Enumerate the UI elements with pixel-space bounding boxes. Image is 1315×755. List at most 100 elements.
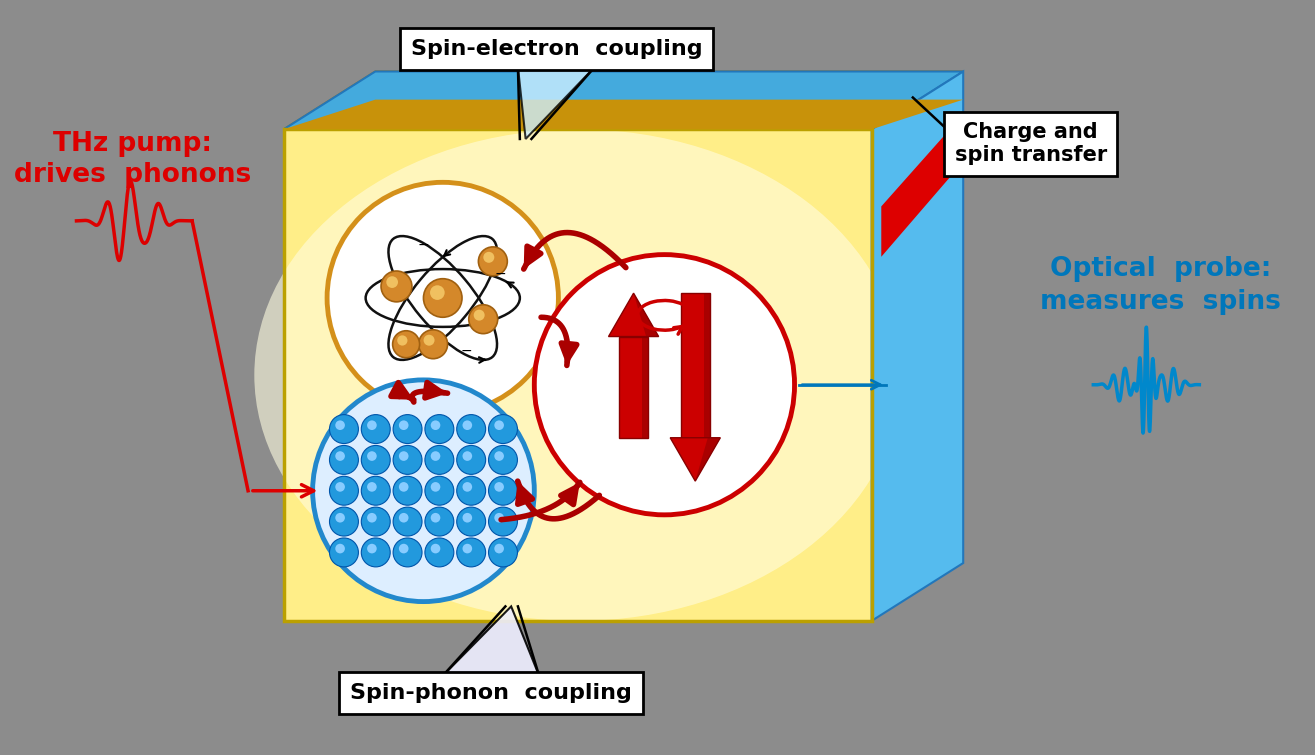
Circle shape — [425, 507, 454, 536]
Polygon shape — [634, 293, 659, 337]
Circle shape — [393, 538, 422, 567]
Circle shape — [456, 476, 485, 505]
Circle shape — [473, 310, 485, 321]
Circle shape — [338, 516, 355, 534]
Circle shape — [327, 182, 559, 414]
Circle shape — [425, 538, 454, 567]
Circle shape — [466, 516, 483, 534]
Circle shape — [398, 451, 409, 461]
Circle shape — [434, 516, 451, 534]
Text: Charge and
spin transfer: Charge and spin transfer — [955, 122, 1107, 165]
Polygon shape — [284, 100, 963, 129]
Polygon shape — [284, 72, 963, 129]
Text: −: − — [462, 344, 472, 358]
Polygon shape — [518, 66, 594, 139]
Circle shape — [489, 476, 517, 505]
Circle shape — [430, 285, 444, 300]
Circle shape — [338, 424, 355, 442]
Circle shape — [463, 544, 472, 553]
Circle shape — [497, 516, 514, 534]
Circle shape — [497, 547, 514, 565]
Circle shape — [370, 516, 388, 534]
Circle shape — [362, 538, 391, 567]
Circle shape — [402, 424, 419, 442]
Circle shape — [484, 252, 494, 263]
Circle shape — [338, 486, 355, 504]
Circle shape — [367, 513, 376, 522]
Circle shape — [466, 455, 483, 473]
Text: Optical  probe:: Optical probe: — [1051, 256, 1272, 282]
Text: Spin-phonon  coupling: Spin-phonon coupling — [350, 683, 633, 703]
Circle shape — [335, 421, 345, 430]
Circle shape — [402, 547, 419, 565]
Circle shape — [370, 455, 388, 473]
Circle shape — [402, 516, 419, 534]
Circle shape — [489, 414, 517, 443]
Circle shape — [463, 513, 472, 522]
Circle shape — [362, 445, 391, 474]
Circle shape — [497, 424, 514, 442]
Circle shape — [367, 451, 376, 461]
Circle shape — [425, 476, 454, 505]
Circle shape — [497, 455, 514, 473]
Circle shape — [466, 424, 483, 442]
Circle shape — [463, 482, 472, 492]
Circle shape — [479, 247, 508, 276]
Circle shape — [489, 538, 517, 567]
Circle shape — [456, 414, 485, 443]
Circle shape — [434, 547, 451, 565]
Circle shape — [425, 414, 454, 443]
Circle shape — [418, 330, 447, 359]
Text: measures  spins: measures spins — [1040, 289, 1281, 315]
Polygon shape — [696, 438, 721, 481]
Circle shape — [381, 271, 412, 302]
Circle shape — [534, 254, 794, 515]
Polygon shape — [872, 72, 963, 621]
Polygon shape — [671, 438, 721, 481]
Circle shape — [431, 544, 441, 553]
Circle shape — [393, 414, 422, 443]
Circle shape — [398, 513, 409, 522]
Circle shape — [393, 331, 419, 358]
Circle shape — [489, 445, 517, 474]
Circle shape — [466, 486, 483, 504]
Circle shape — [330, 507, 359, 536]
Circle shape — [456, 538, 485, 567]
Circle shape — [393, 445, 422, 474]
Circle shape — [393, 476, 422, 505]
Circle shape — [466, 547, 483, 565]
Text: −: − — [418, 238, 429, 252]
Circle shape — [313, 380, 534, 602]
Text: Spin-electron  coupling: Spin-electron coupling — [410, 39, 702, 60]
Circle shape — [431, 421, 441, 430]
Circle shape — [434, 424, 451, 442]
Circle shape — [431, 482, 441, 492]
Text: drives  phonons: drives phonons — [13, 162, 251, 187]
Circle shape — [434, 486, 451, 504]
Circle shape — [463, 451, 472, 461]
Circle shape — [362, 507, 391, 536]
Circle shape — [398, 544, 409, 553]
Circle shape — [402, 455, 419, 473]
Polygon shape — [284, 129, 872, 621]
Circle shape — [398, 421, 409, 430]
Circle shape — [497, 486, 514, 504]
Circle shape — [367, 421, 376, 430]
Circle shape — [370, 486, 388, 504]
Circle shape — [456, 507, 485, 536]
Circle shape — [431, 451, 441, 461]
Text: −: − — [494, 267, 506, 281]
Circle shape — [402, 486, 419, 504]
Circle shape — [335, 482, 345, 492]
Circle shape — [330, 476, 359, 505]
Circle shape — [367, 544, 376, 553]
Ellipse shape — [254, 129, 901, 621]
Polygon shape — [681, 293, 710, 438]
Text: THz pump:: THz pump: — [53, 131, 212, 157]
Circle shape — [330, 538, 359, 567]
Circle shape — [335, 451, 345, 461]
Circle shape — [494, 421, 504, 430]
Circle shape — [489, 507, 517, 536]
Circle shape — [330, 445, 359, 474]
Circle shape — [393, 507, 422, 536]
